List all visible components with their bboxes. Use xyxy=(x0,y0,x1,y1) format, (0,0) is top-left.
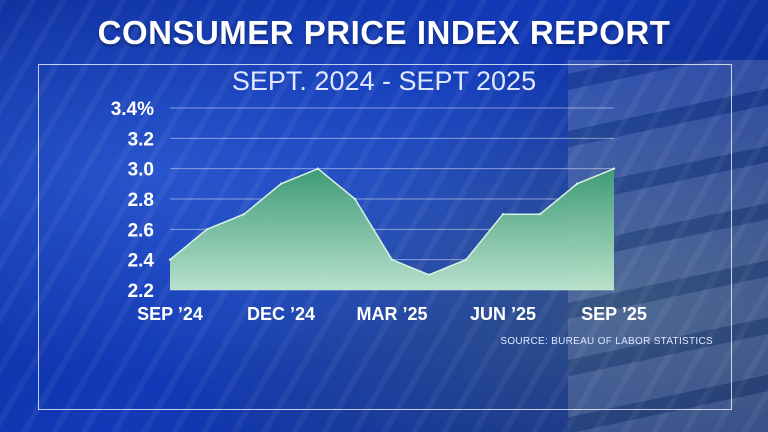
data-point-10 xyxy=(538,212,542,216)
chart-subtitle: SEPT. 2024 - SEPT 2025 xyxy=(231,66,537,96)
data-points xyxy=(168,167,616,277)
data-point-6 xyxy=(390,258,394,261)
y-tick-label: 2.6 xyxy=(128,220,154,241)
data-point-7 xyxy=(427,273,431,277)
x-tick-label: JUN ’25 xyxy=(470,304,536,324)
data-point-3 xyxy=(279,182,283,186)
data-point-12 xyxy=(612,167,616,170)
data-point-1 xyxy=(205,228,209,231)
cpi-area xyxy=(170,168,614,290)
x-tick-label: SEP ’24 xyxy=(137,304,203,324)
y-tick-label: 3.2 xyxy=(128,129,154,150)
chart-frame xyxy=(38,64,732,410)
x-tick-label: MAR ’25 xyxy=(356,304,427,324)
data-point-11 xyxy=(575,182,579,186)
y-tick-label: 2.2 xyxy=(128,281,154,302)
data-point-9 xyxy=(501,212,505,216)
x-axis-ticks: SEP ’24 DEC ’24 MAR ’25 JUN ’25 SEP ’25 xyxy=(137,304,647,324)
y-tick-label: 2.8 xyxy=(128,190,154,211)
x-tick-label: DEC ’24 xyxy=(247,304,315,324)
data-point-2 xyxy=(242,212,246,216)
x-tick-label: SEP ’25 xyxy=(581,304,647,324)
data-point-4 xyxy=(316,167,320,170)
y-tick-label: 3.4% xyxy=(111,99,154,120)
page-title: CONSUMER PRICE INDEX REPORT xyxy=(97,14,671,51)
y-tick-label: 2.4 xyxy=(128,251,155,272)
y-tick-label: 3.0 xyxy=(128,160,154,181)
data-point-0 xyxy=(168,258,172,261)
data-point-5 xyxy=(353,197,357,201)
source-note: SOURCE: BUREAU OF LABOR STATISTICS xyxy=(500,336,713,347)
data-point-8 xyxy=(464,258,468,261)
y-axis-ticks: 2.2 2.4 2.6 2.8 3.0 3.2 3.4% xyxy=(111,99,155,302)
